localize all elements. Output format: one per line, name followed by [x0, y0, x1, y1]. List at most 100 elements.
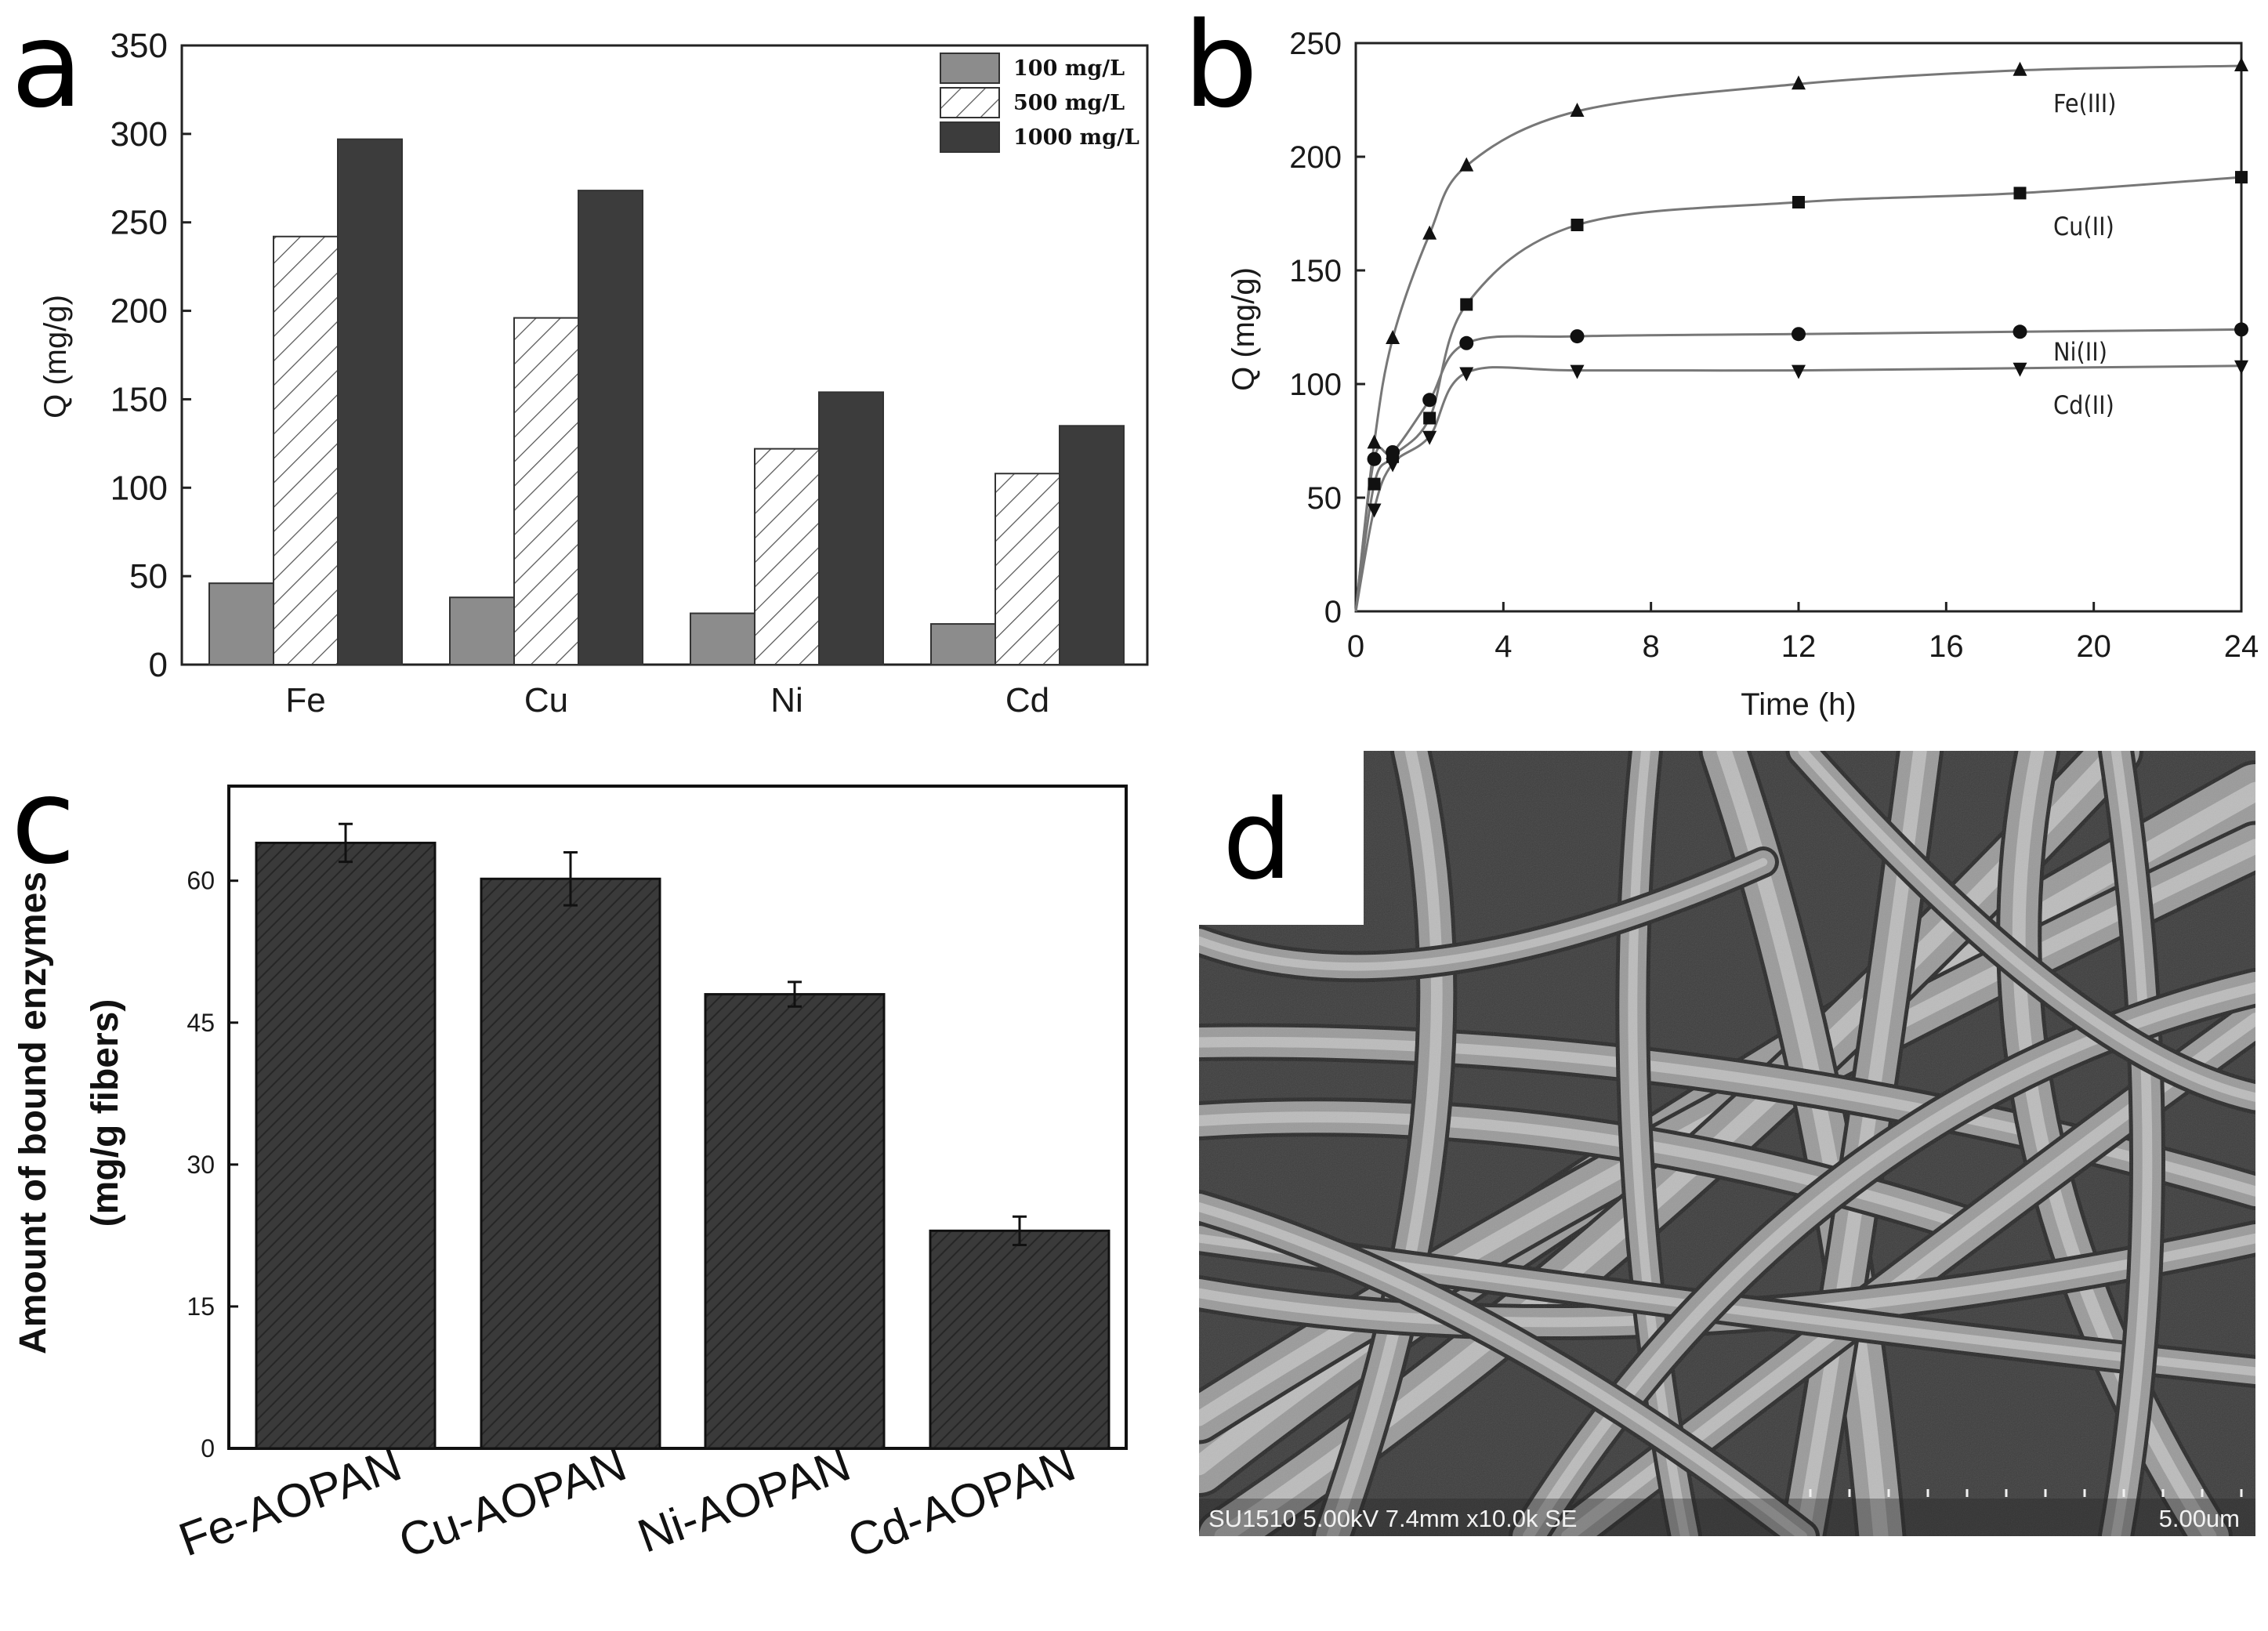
bar-fe-1000mg-l [337, 138, 403, 665]
y-tick-label: 200 [111, 292, 168, 331]
point-marker [1386, 445, 1400, 459]
legend-swatch [940, 87, 1000, 118]
y-tick-label: 50 [129, 557, 168, 596]
point-marker [1422, 393, 1437, 408]
point-marker [1422, 430, 1437, 445]
panel-a-bars [208, 138, 1125, 666]
point-marker [1792, 196, 1805, 208]
point-marker [1570, 329, 1585, 344]
bar-fe-500mg-l [273, 235, 339, 665]
panel-letter-c: c [11, 754, 75, 890]
bar-fe-aopan [255, 841, 437, 1450]
point-marker [1459, 367, 1474, 382]
category-label: Cd-AOPAN [841, 1437, 1081, 1568]
series-label: Ni(II) [2053, 337, 2107, 367]
y-tick-label: 250 [111, 204, 168, 242]
panel-a-legend: 100 mg/L 500 mg/L 1000 mg/L [940, 53, 1139, 153]
bar-cd-100mg-l [930, 623, 996, 665]
legend-label: 1000 mg/L [1013, 125, 1139, 150]
panel-b-points [1367, 57, 2248, 518]
point-marker [1386, 330, 1400, 344]
y-tick-label: 300 [111, 115, 168, 154]
fit-curve-0 [1354, 64, 2242, 612]
panel-c-plot-frame [227, 785, 1128, 1450]
point-marker [1792, 327, 1806, 342]
panel-c-y-ticks: 0 15 30 45 60 [187, 867, 238, 1462]
y-tick-label: 100 [111, 469, 168, 507]
point-marker [1367, 434, 1382, 449]
point-marker [2013, 324, 2027, 339]
sem-caption: SU1510 5.00kV 7.4mm x10.0k SE [1208, 1505, 1577, 1532]
panel-c-bars [255, 822, 1110, 1450]
panel-b-y-ticks: 0 50 100 150 200 250 [1289, 27, 1365, 629]
y-tick-label: 200 [1289, 140, 1342, 175]
x-tick-label: 20 [2076, 629, 2111, 664]
category-label: Ni-AOPAN [631, 1437, 857, 1562]
category-label: Cu-AOPAN [392, 1437, 632, 1568]
legend-swatch [940, 121, 1000, 153]
sem-caption-strip [1199, 1499, 2255, 1536]
panel-a-y-ticks: 0 50 100 150 200 250 300 350 [111, 27, 191, 684]
point-marker [1570, 364, 1585, 379]
x-tick-label: Cd [1005, 681, 1049, 719]
point-marker [2013, 362, 2027, 377]
y-tick-label: 150 [1289, 254, 1342, 288]
panel-letter-a: a [11, 0, 83, 134]
y-tick-label: 350 [111, 27, 168, 65]
point-marker [2234, 322, 2248, 337]
series-label: Fe(III) [2053, 89, 2116, 118]
point-marker [1459, 157, 1474, 172]
y-tick-label: 0 [1324, 595, 1342, 629]
point-marker [1423, 411, 1437, 425]
x-tick-label: 0 [1347, 629, 1364, 664]
point-marker [1422, 225, 1437, 240]
bar-cu-aopan [480, 877, 661, 1450]
y-tick-label: 0 [149, 646, 168, 684]
point-marker [1386, 458, 1400, 473]
y-tick-label: 45 [187, 1009, 215, 1037]
panel-letter-b: b [1183, 0, 1258, 134]
point-marker [2013, 61, 2027, 76]
sem-scale-bar [1809, 1489, 2243, 1497]
series-label: Cd(II) [2053, 390, 2114, 420]
y-tick-label: 150 [111, 380, 168, 419]
bar-cd-aopan [929, 1229, 1110, 1450]
panel-c-y-axis-label-line1: Amount of bound enzymes [13, 872, 54, 1354]
fit-curve-1 [1354, 176, 2242, 612]
legend-swatch [940, 53, 1000, 84]
series-label: Cu(II) [2053, 212, 2114, 241]
bar-ni-1000mg-l [818, 391, 884, 665]
panel-b-series-labels: Fe(III) Cu(II) Ni(II) Cd(II) [2053, 89, 2116, 420]
y-tick-label: 15 [187, 1292, 215, 1321]
bar-cu-500mg-l [513, 317, 579, 665]
sem-grain [1199, 751, 2255, 1536]
point-marker [2234, 360, 2248, 375]
point-marker [1367, 503, 1382, 518]
bar-cu-1000mg-l [578, 190, 643, 666]
y-tick-label: 0 [201, 1434, 215, 1462]
legend-label: 100 mg/L [1013, 56, 1125, 81]
bar-cu-100mg-l [449, 596, 515, 666]
bar-cd-500mg-l [995, 473, 1060, 665]
point-marker [1571, 219, 1584, 231]
point-marker [2235, 171, 2248, 184]
point-marker [2234, 57, 2248, 71]
point-marker [1792, 75, 1806, 90]
x-tick-label: 4 [1494, 629, 1512, 664]
x-tick-label: Cu [524, 681, 568, 719]
panel-letter-d: d [1223, 777, 1292, 904]
panel-a-x-ticks: Fe Cu Ni Cd [285, 655, 1049, 719]
panel-c-bar-chart: 0 15 30 45 60 Fe-AOPANCu-AOPANNi-AOPANCd-AOP… [13, 785, 1128, 1568]
x-tick-label: 12 [1781, 629, 1817, 664]
y-tick-label: 60 [187, 867, 215, 895]
panel-b-scatter-chart: 0 50 100 150 200 250 0 4 8 12 16 20 24 Fe(III) Cu(II… [1226, 27, 2259, 722]
bar-fe-100mg-l [208, 582, 274, 666]
point-marker [1367, 451, 1382, 466]
x-tick-label: 24 [2224, 629, 2259, 664]
panel-c-y-axis-label-line2: (mg/g fibers) [85, 999, 126, 1227]
panel-d-sem-micrograph: SU1510 5.00kV 7.4mm x10.0k SE 5.00um d [1199, 751, 2255, 1536]
bar-cd-1000mg-l [1059, 425, 1125, 665]
x-tick-label: Ni [770, 681, 803, 719]
